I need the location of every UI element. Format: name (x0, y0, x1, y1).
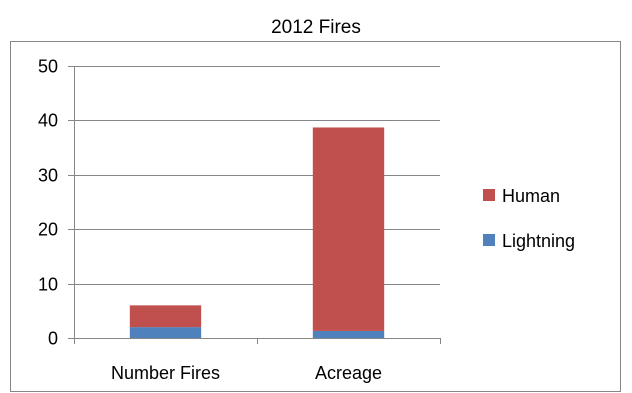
bar-segment (129, 305, 202, 328)
x-tick-label: Number Fires (111, 363, 220, 383)
y-tick-label: 0 (48, 329, 58, 349)
legend-swatch (483, 234, 495, 246)
x-tick-label: Acreage (315, 363, 382, 383)
legend: Human Lightning (483, 186, 575, 251)
bar-segment (312, 127, 385, 331)
axes: 0 10 20 30 40 50 Number Fires Acreage (38, 57, 441, 383)
bar-segment (312, 330, 385, 338)
bars (129, 127, 385, 338)
y-tick-label: 10 (38, 275, 58, 295)
bar-segment (129, 327, 202, 338)
legend-label: Lightning (502, 231, 575, 251)
legend-swatch (483, 189, 495, 201)
y-tick-label: 30 (38, 166, 58, 186)
y-tick-label: 40 (38, 111, 58, 131)
y-tick-label: 20 (38, 220, 58, 240)
legend-label: Human (502, 186, 560, 206)
chart-title: 2012 Fires (271, 17, 361, 38)
y-tick-label: 50 (38, 57, 58, 77)
